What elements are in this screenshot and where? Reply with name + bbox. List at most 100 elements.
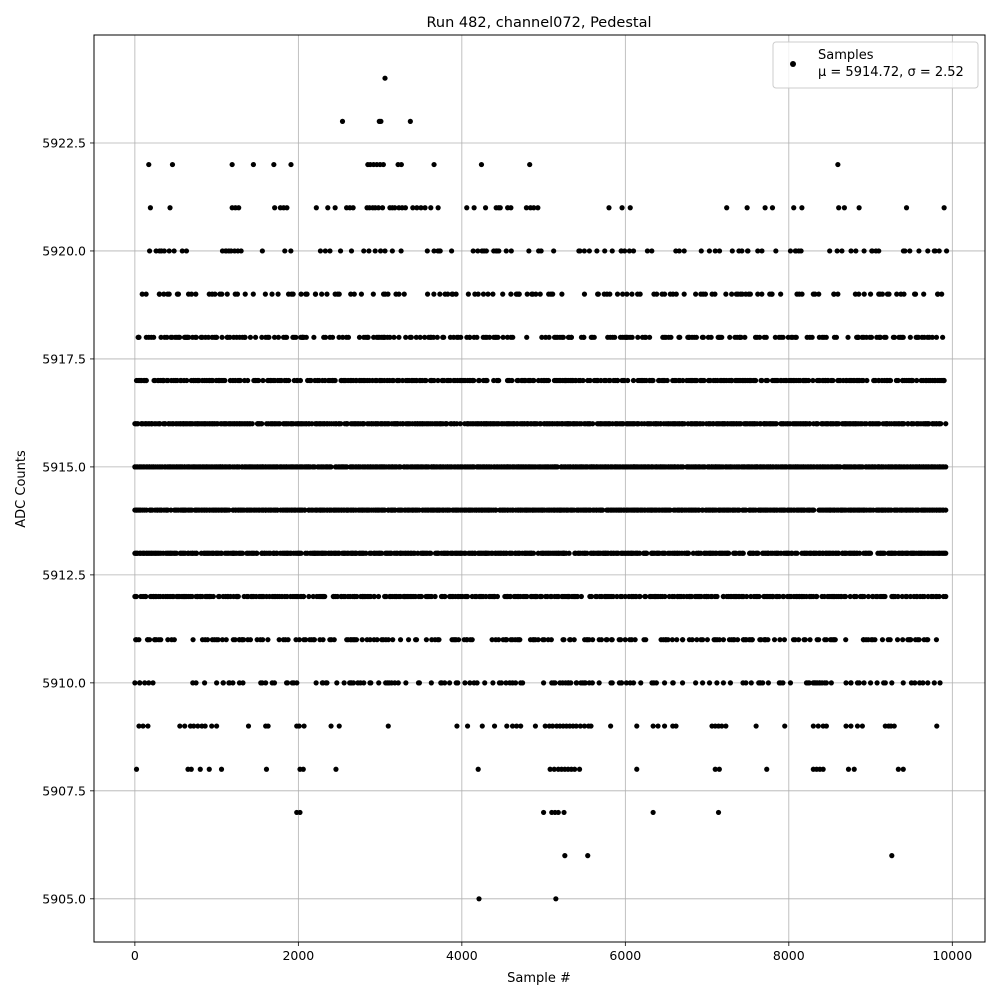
data-point: [681, 291, 687, 297]
data-point: [794, 464, 800, 470]
data-point: [195, 723, 201, 729]
data-point: [276, 637, 282, 643]
data-point: [445, 291, 451, 297]
data-point: [877, 334, 883, 340]
data-point: [414, 205, 420, 211]
data-point: [900, 680, 906, 686]
data-point: [146, 161, 152, 168]
data-point: [912, 291, 919, 297]
data-point: [188, 766, 194, 772]
data-point: [298, 550, 304, 556]
data-point: [177, 334, 183, 340]
data-point: [454, 723, 460, 729]
data-point: [471, 377, 477, 384]
data-point: [539, 593, 545, 600]
data-point: [471, 334, 477, 340]
data-point: [553, 377, 559, 384]
data-point: [503, 637, 509, 643]
data-point: [835, 464, 841, 470]
data-point: [671, 464, 677, 470]
data-point: [620, 291, 626, 297]
data-point: [350, 205, 356, 211]
data-point: [679, 421, 686, 427]
data-point: [298, 291, 304, 297]
data-point: [806, 680, 812, 686]
data-point: [455, 680, 461, 686]
data-point: [223, 637, 229, 643]
data-point: [490, 680, 496, 686]
data-point: [336, 723, 342, 729]
data-point: [917, 464, 923, 470]
data-point: [160, 377, 167, 384]
data-point: [835, 291, 841, 297]
data-point: [857, 550, 863, 556]
data-point: [423, 637, 430, 643]
data-point: [272, 205, 278, 211]
data-point: [469, 637, 475, 643]
data-point: [226, 248, 232, 254]
data-point: [876, 291, 882, 297]
data-point: [598, 421, 604, 427]
data-point: [397, 637, 404, 643]
data-point: [553, 464, 559, 470]
data-point: [706, 248, 713, 254]
data-point: [802, 377, 808, 384]
data-point: [673, 723, 679, 729]
data-point: [327, 248, 333, 254]
data-point: [132, 593, 138, 600]
data-point: [644, 248, 651, 254]
data-point: [643, 550, 649, 556]
data-point: [431, 161, 437, 168]
data-point: [219, 334, 225, 340]
data-point: [735, 637, 741, 643]
data-point: [437, 248, 443, 254]
data-point: [408, 334, 414, 340]
data-point: [836, 205, 842, 211]
x-tick-label: 0: [131, 948, 139, 963]
data-point: [361, 248, 367, 254]
plot-area-frame: [93, 34, 986, 943]
data-point: [643, 637, 649, 643]
data-point: [782, 723, 788, 729]
data-point: [518, 680, 524, 686]
data-point: [376, 680, 382, 686]
data-point: [313, 680, 319, 686]
data-point: [793, 334, 799, 340]
data-point: [136, 723, 142, 729]
data-point: [921, 291, 927, 297]
data-point: [578, 593, 584, 600]
data-point: [900, 766, 906, 772]
data-point: [133, 766, 140, 772]
data-point: [943, 421, 949, 427]
data-point: [336, 334, 342, 340]
y-tick-label: 5917.5: [42, 351, 86, 366]
data-point: [524, 421, 530, 427]
legend-box: [772, 41, 979, 89]
data-point: [510, 334, 516, 340]
data-point: [634, 766, 640, 772]
data-point: [684, 550, 690, 556]
data-point: [378, 118, 384, 124]
data-point: [524, 334, 530, 340]
data-point: [509, 723, 516, 729]
data-point: [577, 248, 583, 254]
data-point: [755, 291, 761, 297]
data-point: [214, 680, 220, 686]
data-point: [322, 334, 329, 340]
data-point: [181, 421, 187, 427]
data-point: [791, 205, 797, 211]
data-point: [634, 507, 641, 513]
data-point: [301, 593, 307, 600]
data-point: [943, 507, 949, 513]
data-point: [642, 593, 649, 600]
data-point: [615, 377, 621, 384]
data-point: [333, 766, 339, 772]
data-point: [146, 248, 153, 254]
data-point: [184, 377, 190, 384]
data-point: [344, 507, 351, 513]
data-point: [269, 680, 275, 686]
data-point: [834, 248, 840, 254]
data-point: [320, 593, 326, 600]
data-point: [881, 550, 887, 556]
